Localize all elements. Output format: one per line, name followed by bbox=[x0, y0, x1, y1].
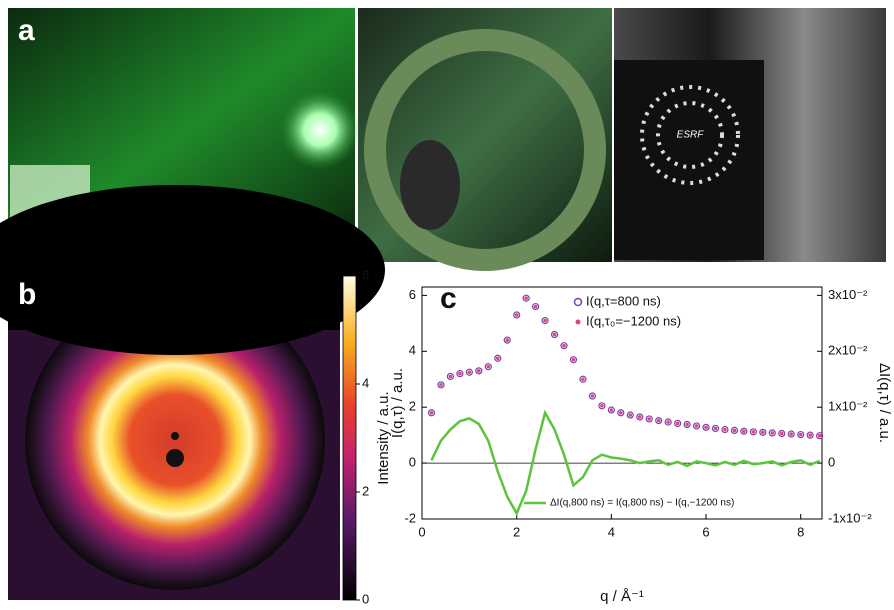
data-point bbox=[468, 370, 472, 374]
data-point bbox=[799, 433, 803, 437]
data-point bbox=[638, 415, 642, 419]
colorbar-tick-label: 4 bbox=[362, 375, 369, 390]
photo-detector-body bbox=[614, 60, 764, 260]
y2-tick-label: 1x10⁻² bbox=[828, 399, 868, 414]
y-tick-label: 0 bbox=[409, 455, 416, 470]
y-tick-label: 6 bbox=[409, 287, 416, 302]
y-tick-label: -2 bbox=[404, 510, 416, 525]
beamstop bbox=[171, 432, 179, 440]
data-point bbox=[610, 408, 614, 412]
data-point bbox=[581, 377, 585, 381]
legend-label: ΔI(q,800 ns) = I(q,800 ns) − I(q,−1200 n… bbox=[550, 498, 734, 509]
legend-label: I(q,τ₀=−1200 ns) bbox=[586, 313, 681, 328]
data-point bbox=[458, 372, 462, 376]
figure: ESRF a b c 0246Intensity / a.u.02468-202… bbox=[0, 0, 894, 605]
colorbar bbox=[343, 276, 356, 600]
data-point bbox=[666, 420, 670, 424]
data-point bbox=[543, 319, 547, 323]
y2-tick-label: 3x10⁻² bbox=[828, 287, 868, 302]
data-point bbox=[572, 358, 576, 362]
legend-swatch bbox=[576, 320, 581, 325]
data-point bbox=[647, 417, 651, 421]
x-tick-label: 4 bbox=[608, 524, 615, 539]
beamstop bbox=[166, 449, 184, 467]
data-point bbox=[486, 365, 490, 369]
data-point bbox=[780, 432, 784, 436]
photo-glow bbox=[280, 90, 360, 170]
data-point bbox=[657, 419, 661, 423]
legend-swatch bbox=[575, 299, 582, 306]
data-point bbox=[695, 424, 699, 428]
x-tick-label: 8 bbox=[797, 524, 804, 539]
data-point bbox=[515, 313, 519, 317]
data-point bbox=[676, 422, 680, 426]
data-point bbox=[524, 296, 528, 300]
data-point bbox=[505, 338, 509, 342]
data-point bbox=[761, 431, 765, 435]
panel-label: b bbox=[18, 278, 36, 311]
data-point bbox=[714, 427, 718, 431]
data-point bbox=[628, 413, 632, 417]
data-point bbox=[562, 344, 566, 348]
data-point bbox=[742, 429, 746, 433]
data-point bbox=[808, 433, 812, 437]
data-point bbox=[591, 394, 595, 398]
y2-axis-label: ΔI(q,τ) / a.u. bbox=[876, 363, 893, 443]
y2-tick-label: 0 bbox=[828, 455, 835, 470]
data-point bbox=[477, 369, 481, 373]
y2-tick-label: 2x10⁻² bbox=[828, 343, 868, 358]
data-point bbox=[770, 431, 774, 435]
data-point bbox=[534, 305, 538, 309]
y-tick-label: 2 bbox=[409, 399, 416, 414]
x-tick-label: 2 bbox=[513, 524, 520, 539]
data-point bbox=[704, 426, 708, 430]
x-tick-label: 0 bbox=[418, 524, 425, 539]
panel-label: a bbox=[18, 14, 35, 47]
photo-port bbox=[400, 140, 460, 230]
data-point bbox=[752, 430, 756, 434]
data-point bbox=[733, 429, 737, 433]
data-point bbox=[600, 404, 604, 408]
x-tick-label: 6 bbox=[702, 524, 709, 539]
y-axis-label: I(q,τ) / a.u. bbox=[389, 368, 406, 438]
data-point bbox=[496, 356, 500, 360]
colorbar-tick-label: 0 bbox=[362, 591, 369, 605]
data-point bbox=[553, 333, 557, 337]
data-point bbox=[449, 375, 453, 379]
data-point bbox=[430, 411, 434, 415]
data-point bbox=[818, 434, 822, 438]
data-point bbox=[439, 383, 443, 387]
legend-label: I(q,τ=800 ns) bbox=[586, 293, 661, 308]
y-tick-label: 4 bbox=[409, 343, 416, 358]
data-point bbox=[789, 432, 793, 436]
x-axis-label: q / Å⁻¹ bbox=[600, 588, 644, 605]
data-point bbox=[723, 428, 727, 432]
data-point bbox=[685, 423, 689, 427]
colorbar-tick-label: 2 bbox=[362, 483, 369, 498]
y2-tick-label: -1x10⁻² bbox=[828, 510, 872, 525]
colorbar-tick-label: 6 bbox=[362, 267, 369, 282]
photo-text: ESRF bbox=[677, 130, 705, 141]
data-point bbox=[619, 411, 623, 415]
